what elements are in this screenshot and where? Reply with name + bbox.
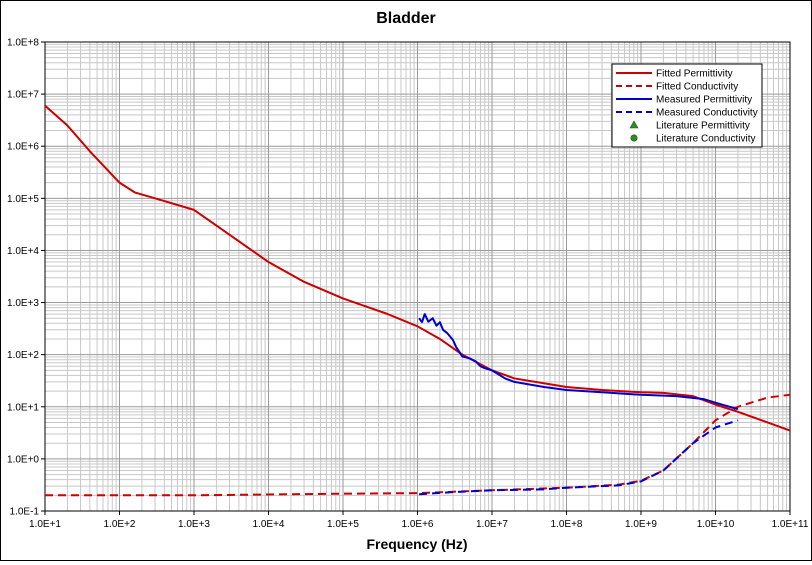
series-layer: [44, 104, 791, 497]
legend-box: [611, 63, 763, 148]
y-tick-label: 1.0E-1: [10, 507, 40, 518]
y-tick-label: 1.0E+0: [7, 454, 39, 465]
y-tick-label: 1.0E+7: [7, 90, 39, 101]
x-tick-label: 1.0E+5: [327, 519, 359, 530]
x-axis-label: Frequency (Hz): [366, 536, 467, 552]
y-tick-label: 1.0E+6: [7, 142, 39, 153]
y-axis-ticks: 1.0E-1 1.0E+0 1.0E+1 1.0E+2 1.0E+3 1.0E+4 1.0E…: [7, 38, 45, 518]
y-tick-label: 1.0E+4: [7, 246, 39, 257]
x-tick-label: 1.0E+9: [625, 519, 657, 530]
y-tick-label: 1.0E+1: [7, 402, 39, 413]
legend: Fitted Permittivity Fitted Conductivity Me…: [611, 63, 763, 148]
y-tick-label: 1.0E+5: [7, 194, 39, 205]
x-tick-label: 1.0E+10: [697, 519, 735, 530]
x-tick-label: 1.0E+4: [253, 519, 285, 530]
series-line-fitted-permittivity: [44, 104, 791, 432]
x-tick-label: 1.0E+7: [476, 519, 508, 530]
series-line-measured-permittivity: [418, 313, 739, 411]
x-axis-ticks: 1.0E+1 1.0E+2 1.0E+3 1.0E+4 1.0E+5 1.0E+6 1.0E…: [29, 511, 809, 530]
legend-marker-literature-permittivity: [629, 120, 639, 129]
x-tick-label: 1.0E+2: [104, 519, 136, 530]
legend-label-fitted-conductivity: Fitted Conductivity: [656, 82, 738, 93]
legend-label-measured-conductivity: Measured Conductivity: [656, 108, 758, 119]
legend-label-literature-conductivity: Literature Conductivity: [656, 134, 756, 145]
x-tick-label: 1.0E+8: [551, 519, 583, 530]
y-tick-label: 1.0E+2: [7, 350, 39, 361]
x-tick-label: 1.0E+3: [178, 519, 210, 530]
legend-marker-literature-conductivity: [630, 134, 638, 142]
y-tick-label: 1.0E+8: [7, 38, 39, 49]
legend-label-fitted-permittivity: Fitted Permittivity: [656, 69, 733, 80]
x-tick-label: 1.0E+6: [402, 519, 434, 530]
chart-title: Bladder: [376, 10, 436, 27]
x-tick-label: 1.0E+11: [772, 519, 809, 530]
y-tick-label: 1.0E+3: [7, 298, 39, 309]
legend-label-measured-permittivity: Measured Permittivity: [656, 95, 752, 106]
x-tick-label: 1.0E+1: [29, 519, 61, 530]
series-line-measured-conductivity: [419, 419, 739, 496]
legend-label-literature-permittivity: Literature Permittivity: [656, 121, 750, 132]
